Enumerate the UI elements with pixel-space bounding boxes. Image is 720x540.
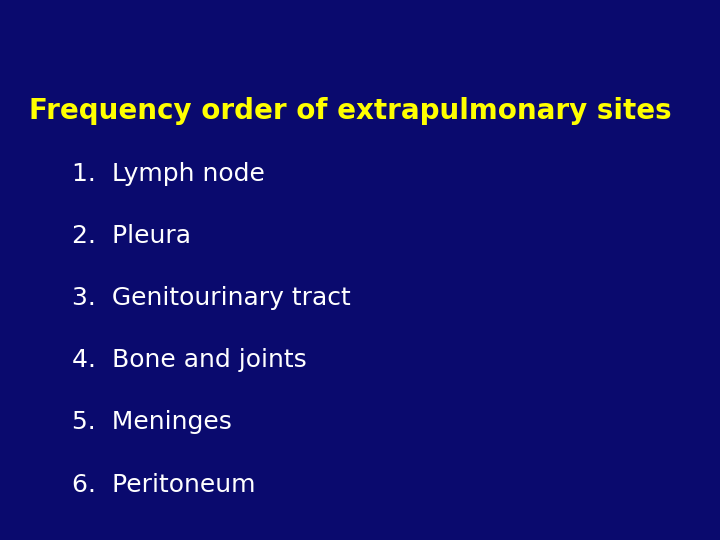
Text: 2.  Pleura: 2. Pleura [72, 224, 191, 248]
Text: 1.  Lymph node: 1. Lymph node [72, 162, 265, 186]
Text: 3.  Genitourinary tract: 3. Genitourinary tract [72, 286, 351, 310]
Text: 4.  Bone and joints: 4. Bone and joints [72, 348, 307, 372]
Text: 5.  Meninges: 5. Meninges [72, 410, 232, 434]
Text: 6.  Peritoneum: 6. Peritoneum [72, 472, 256, 496]
Text: Frequency order of extrapulmonary sites: Frequency order of extrapulmonary sites [29, 97, 672, 125]
